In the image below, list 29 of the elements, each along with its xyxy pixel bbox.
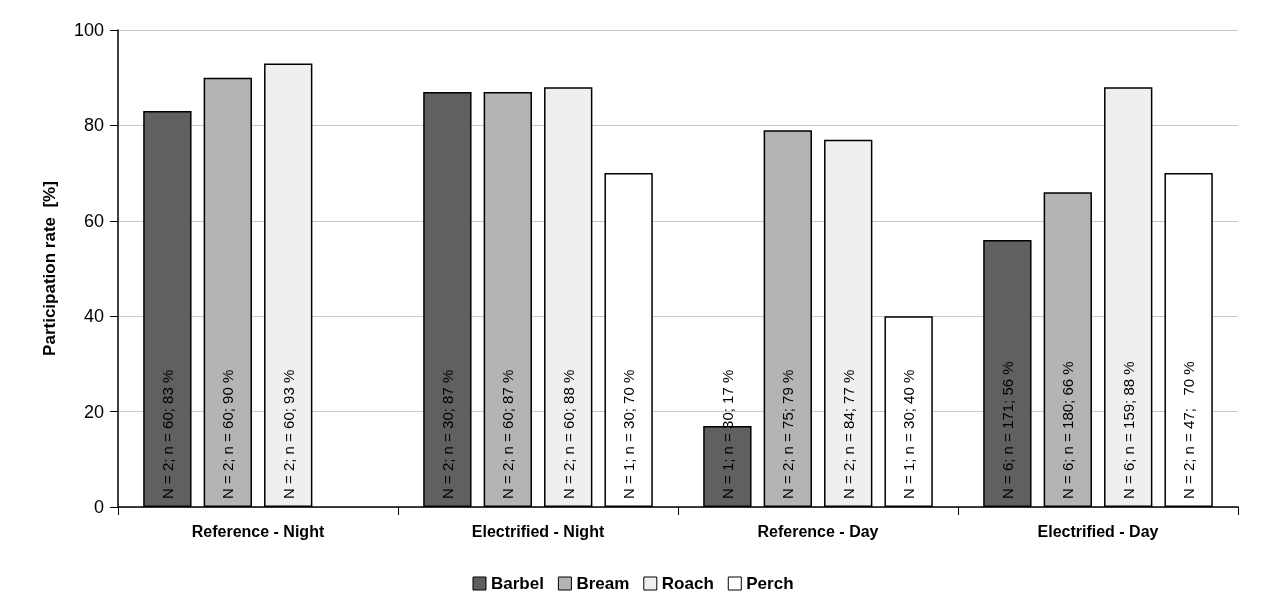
data-label: N = 2; n = 60; 88 % [559, 369, 577, 499]
x-tick-label: Reference - Night [191, 522, 325, 540]
data-label: N = 2; n = 60; 90 % [219, 369, 237, 499]
x-tick-label: Electrified - Night [471, 522, 605, 540]
data-label: N = 6; n = 180; 66 % [1059, 361, 1077, 499]
data-label: N = 2; n = 75; 79 % [779, 369, 797, 499]
data-label: N = 1; n = 30; 70 % [620, 369, 638, 499]
y-tick-label: 40 [83, 306, 104, 327]
data-label: N = 6; n = 171; 56 % [998, 361, 1016, 499]
y-tick-label: 20 [83, 401, 104, 422]
data-label: N = 2; n = 47; 70 % [1180, 361, 1198, 499]
y-tick-label: 80 [83, 115, 104, 136]
y-tick-label: 60 [83, 210, 104, 231]
legend-label: Perch [746, 574, 794, 593]
data-label: N = 6; n = 159; 88 % [1119, 361, 1137, 499]
y-axis-title: Participation rate [%] [40, 181, 59, 356]
data-label: N = 2; n = 60; 83 % [158, 369, 176, 499]
y-tick-label: 0 [93, 497, 104, 517]
legend-label: Roach [661, 574, 714, 593]
y-tick-label: 100 [73, 20, 104, 40]
legend-label: Bream [576, 574, 630, 593]
data-label: N = 1; n = 30; 40 % [900, 369, 918, 499]
x-tick-label: Electrified - Day [1037, 522, 1159, 540]
data-label: N = 2; n = 84; 77 % [839, 369, 857, 499]
data-label: N = 2; n = 60; 87 % [499, 369, 517, 499]
data-label: N = 2; n = 30; 87 % [438, 369, 456, 499]
data-label: N = 2; n = 60; 93 % [279, 369, 297, 499]
x-tick-label: Reference - Day [757, 522, 879, 540]
legend-label: Barbel [490, 574, 544, 593]
